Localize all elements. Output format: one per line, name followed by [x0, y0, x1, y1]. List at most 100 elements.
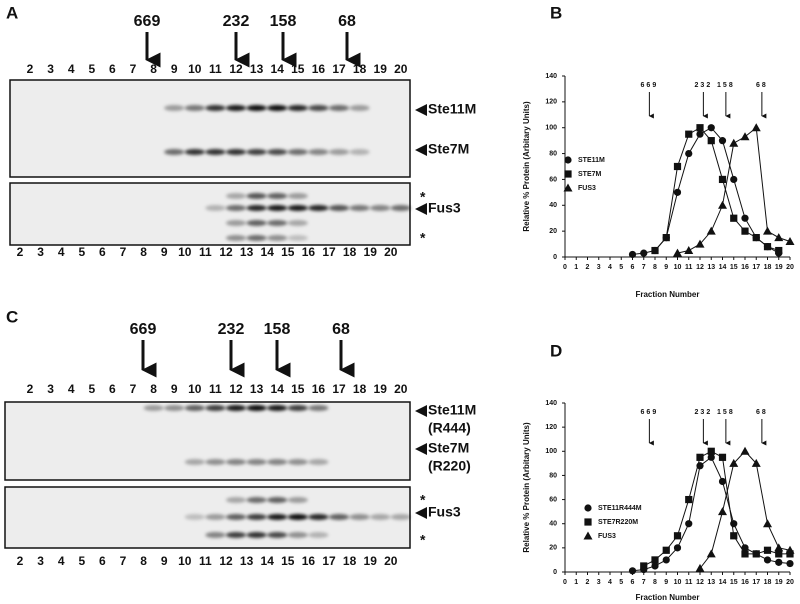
band	[329, 149, 349, 155]
blot-bands	[143, 405, 411, 538]
band-label: Ste11M	[428, 101, 476, 117]
band	[226, 459, 246, 465]
label-arrow	[415, 104, 427, 116]
y-tick-label: 80	[549, 150, 557, 157]
band	[267, 149, 288, 155]
lane-number: 6	[109, 382, 116, 396]
point	[718, 507, 727, 516]
band	[184, 105, 205, 111]
band	[308, 105, 329, 111]
x-tick-label: 0	[563, 579, 567, 586]
blot-frame	[4, 401, 411, 481]
size-marker-label: 68	[756, 409, 768, 416]
size-marker-label: 232	[223, 13, 250, 30]
lane-number: 13	[250, 62, 264, 76]
lane-number: 9	[171, 382, 178, 396]
y-tick-label: 40	[549, 521, 557, 528]
size-marker-label: 669	[641, 409, 659, 416]
point	[718, 453, 727, 461]
size-marker-label: 68	[332, 321, 350, 338]
lane-number: 19	[374, 62, 388, 76]
band	[308, 459, 329, 465]
x-tick-label: 11	[685, 264, 693, 271]
label-arrow	[415, 203, 427, 215]
x-tick-label: 18	[764, 579, 772, 586]
point	[673, 162, 682, 171]
band	[349, 105, 370, 111]
band-label: *	[420, 189, 426, 205]
x-tick-label: 14	[719, 264, 727, 271]
legend-symbol	[564, 156, 572, 164]
band	[164, 105, 185, 111]
point	[696, 124, 704, 132]
lane-number: 12	[219, 245, 233, 259]
band	[246, 532, 267, 538]
band	[308, 205, 329, 211]
point	[685, 130, 693, 138]
band	[267, 497, 288, 503]
band	[246, 459, 267, 465]
lane-number: 7	[130, 382, 137, 396]
lane-number: 17	[332, 62, 346, 76]
lane-number: 11	[199, 245, 212, 259]
band	[287, 105, 308, 111]
lane-number: 14	[271, 62, 285, 76]
band	[226, 105, 246, 111]
point	[751, 458, 761, 467]
lane-number: 15	[281, 245, 295, 259]
lane-number: 15	[291, 62, 305, 76]
point	[684, 246, 694, 255]
lane-number: 16	[312, 62, 326, 76]
band	[205, 105, 226, 111]
point	[741, 550, 749, 558]
lane-number: 18	[353, 382, 367, 396]
lane-number: 5	[88, 62, 95, 76]
point	[707, 447, 715, 455]
point	[696, 453, 704, 461]
point	[651, 246, 659, 255]
x-tick-label: 2	[586, 579, 590, 586]
band	[370, 205, 391, 211]
point	[673, 248, 682, 257]
lane-number: 10	[178, 554, 192, 568]
band	[205, 205, 226, 211]
band	[205, 459, 226, 465]
lane-number: 2	[17, 245, 24, 259]
lane-number: 13	[240, 554, 254, 568]
band	[329, 205, 349, 211]
band	[164, 149, 185, 155]
lane-number: 8	[150, 382, 157, 396]
lane-number: 8	[150, 62, 157, 76]
y-tick-label: 140	[545, 73, 557, 80]
x-tick-label: 4	[608, 264, 612, 271]
size-marker-label: 68	[756, 82, 768, 89]
x-tick-label: 3	[597, 579, 601, 586]
panel-letter: D	[550, 341, 562, 360]
band	[267, 220, 288, 226]
size-marker-label: 232	[218, 321, 245, 338]
point	[741, 544, 749, 552]
lane-number: 4	[68, 62, 75, 76]
lane-number: 3	[47, 382, 54, 396]
band	[349, 149, 370, 155]
point	[685, 149, 693, 158]
point	[706, 549, 716, 558]
band	[226, 532, 246, 538]
lane-number: 20	[384, 245, 398, 259]
x-tick-label: 20	[786, 264, 794, 271]
band	[287, 149, 308, 155]
band	[267, 459, 288, 465]
lane-number: 12	[219, 554, 233, 568]
x-tick-label: 14	[719, 579, 727, 586]
point	[662, 556, 670, 564]
y-tick-label: 100	[545, 448, 557, 455]
point	[706, 226, 716, 235]
point	[640, 562, 648, 570]
lane-number: 4	[58, 245, 65, 259]
lane-number: 19	[364, 245, 378, 259]
point	[763, 556, 772, 564]
legend-label: STE11M	[578, 157, 605, 164]
point	[707, 124, 715, 132]
lane-number: 3	[37, 245, 44, 259]
